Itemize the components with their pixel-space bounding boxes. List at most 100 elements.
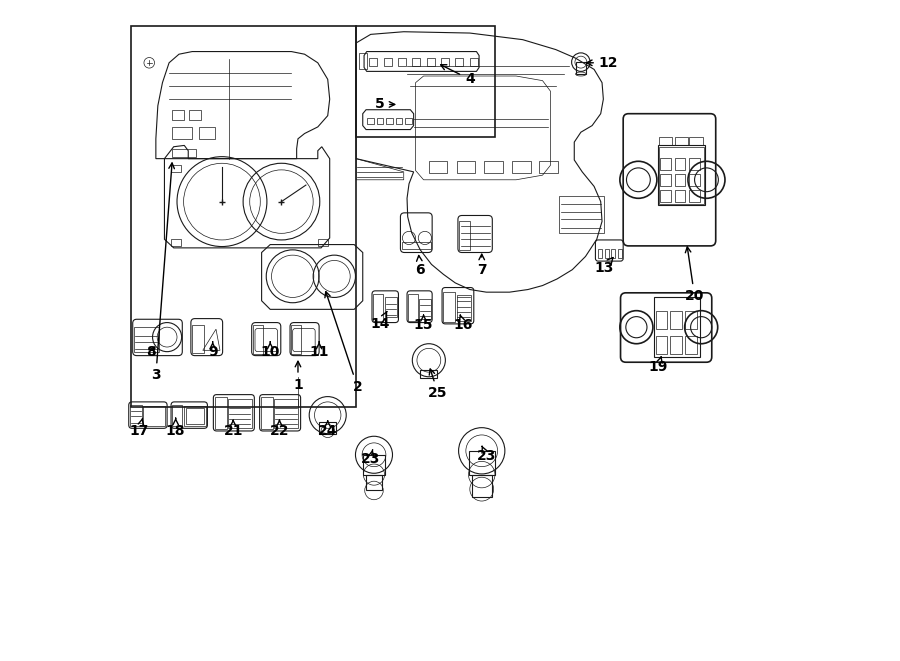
Bar [653,297,700,357]
Bar [661,174,670,186]
Bar [444,292,455,322]
Text: 24: 24 [318,421,338,438]
Bar [292,325,302,354]
Bar [456,161,475,173]
Text: 1: 1 [293,362,302,392]
Bar [173,110,184,120]
Bar [185,408,204,424]
Text: 3: 3 [151,163,175,383]
Bar [605,249,608,258]
Bar [472,475,491,497]
Bar [459,221,470,250]
Bar [675,158,685,170]
Bar [383,58,392,66]
Bar [405,118,411,124]
Bar [171,165,181,172]
Text: 9: 9 [208,342,218,359]
Bar [189,110,201,120]
Text: 19: 19 [649,357,668,374]
Bar [576,62,586,74]
Text: 8: 8 [147,344,156,359]
Text: 11: 11 [310,342,328,359]
Bar [675,137,688,145]
Bar [689,190,700,202]
Bar [539,161,558,173]
Bar [675,190,685,202]
Bar [455,58,464,66]
Bar [655,311,668,329]
Bar [469,451,495,475]
Bar [428,161,447,173]
Bar [215,397,227,429]
Bar [441,58,449,66]
Bar [685,311,697,329]
Bar [661,158,670,170]
Text: 5: 5 [374,97,395,112]
Bar [396,118,402,124]
Bar [675,174,685,186]
Text: 6: 6 [416,256,425,277]
Bar [386,118,392,124]
Bar [670,336,682,354]
Bar [173,149,195,157]
Bar [369,58,377,66]
Text: 17: 17 [130,418,149,438]
Bar [173,127,193,139]
Bar [184,406,206,426]
Bar [409,294,418,321]
Text: 7: 7 [477,254,487,277]
Bar [171,239,181,246]
Bar [261,397,273,429]
Text: 23: 23 [477,446,496,463]
Bar [356,26,495,137]
Bar [689,174,700,186]
Text: 20: 20 [685,247,705,303]
Bar [420,370,437,378]
Bar [318,239,328,246]
Text: 12: 12 [587,56,618,70]
Bar [385,297,397,317]
Bar [366,475,382,490]
Bar [363,455,385,475]
Bar [398,58,406,66]
Bar [134,327,159,352]
Text: 14: 14 [371,311,391,331]
Bar [173,405,183,426]
Bar [274,399,298,428]
Bar [418,299,431,319]
Bar [412,58,420,66]
Bar [689,137,703,145]
Bar [402,242,431,249]
Bar [320,422,337,434]
Bar [193,325,204,353]
Bar [559,196,604,233]
Bar [618,249,622,258]
Bar [377,118,383,124]
Bar [689,158,700,170]
Bar [598,249,602,258]
Text: 25: 25 [428,369,448,401]
Bar [470,58,478,66]
Bar [253,325,263,354]
Bar [228,399,252,428]
Bar [359,53,366,69]
Bar [661,190,670,202]
Text: 4: 4 [441,65,474,87]
Text: 21: 21 [223,420,243,438]
Bar [456,295,472,321]
Text: 18: 18 [166,418,185,438]
Text: 15: 15 [414,315,433,332]
Bar [199,127,215,139]
Bar [131,26,356,407]
Bar [611,249,616,258]
Bar [670,311,682,329]
Bar [655,336,668,354]
Text: 16: 16 [454,315,473,332]
Text: 23: 23 [361,449,381,467]
Bar [659,147,704,204]
Bar [130,405,142,426]
Bar [685,336,697,354]
Text: 10: 10 [260,342,280,359]
Bar [659,137,672,145]
Bar [484,161,503,173]
